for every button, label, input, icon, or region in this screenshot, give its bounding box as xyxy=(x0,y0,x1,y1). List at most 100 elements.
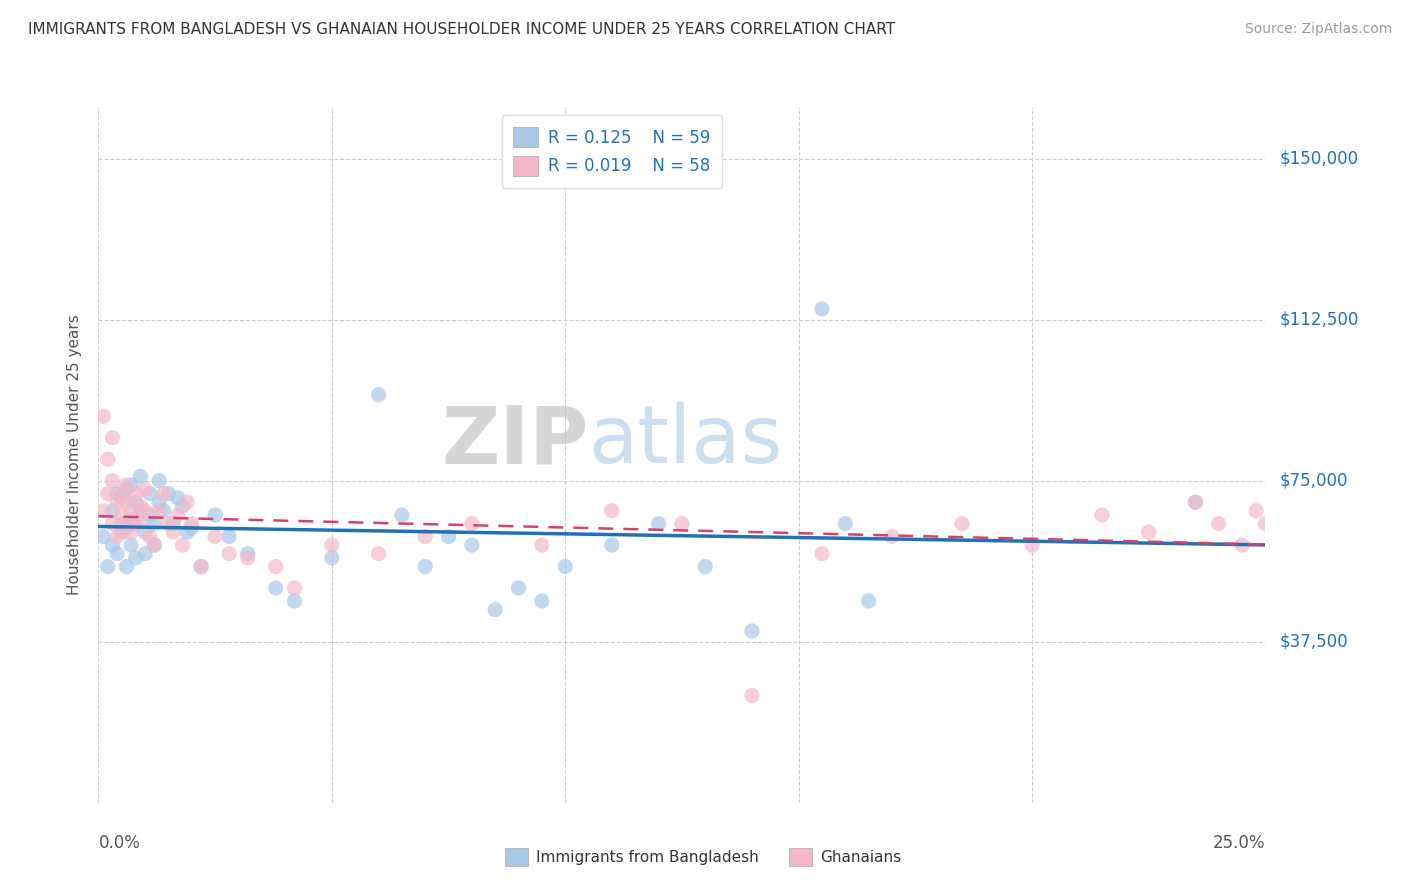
Text: IMMIGRANTS FROM BANGLADESH VS GHANAIAN HOUSEHOLDER INCOME UNDER 25 YEARS CORRELA: IMMIGRANTS FROM BANGLADESH VS GHANAIAN H… xyxy=(28,22,896,37)
Point xyxy=(97,486,120,500)
Point xyxy=(152,486,174,500)
Point xyxy=(134,483,156,497)
Point xyxy=(115,495,138,509)
Point xyxy=(105,486,128,500)
Point xyxy=(143,538,166,552)
Point xyxy=(120,538,142,552)
Point xyxy=(1244,504,1267,518)
Point xyxy=(101,474,124,488)
Point xyxy=(129,516,152,531)
Point xyxy=(120,504,142,518)
Point xyxy=(115,559,138,574)
Point xyxy=(139,508,162,522)
Point xyxy=(120,512,142,526)
Point xyxy=(283,581,305,595)
Point xyxy=(162,525,184,540)
Point xyxy=(554,559,576,574)
Point xyxy=(811,301,834,316)
Point xyxy=(134,504,156,518)
Point xyxy=(834,516,856,531)
Point xyxy=(671,516,693,531)
Point xyxy=(530,594,553,608)
Point xyxy=(152,504,174,518)
Point xyxy=(180,521,202,535)
Text: 25.0%: 25.0% xyxy=(1213,834,1265,852)
Point xyxy=(204,508,226,522)
Point xyxy=(91,504,114,518)
Text: atlas: atlas xyxy=(589,402,783,480)
Point xyxy=(367,388,389,402)
Point xyxy=(166,508,188,522)
Point xyxy=(218,547,240,561)
Text: $112,500: $112,500 xyxy=(1279,310,1358,328)
Point xyxy=(264,559,287,574)
Point xyxy=(484,602,506,616)
Point xyxy=(111,516,134,531)
Point xyxy=(437,529,460,543)
Point xyxy=(176,525,198,540)
Point xyxy=(143,516,166,531)
Point xyxy=(1021,538,1043,552)
Point xyxy=(236,547,259,561)
Point xyxy=(148,504,170,518)
Point xyxy=(125,512,148,526)
Point xyxy=(880,529,903,543)
Point xyxy=(600,504,623,518)
Point xyxy=(741,624,763,638)
Point xyxy=(105,495,128,509)
Point xyxy=(600,538,623,552)
Point xyxy=(180,516,202,531)
Point xyxy=(172,538,194,552)
Y-axis label: Householder Income Under 25 years: Householder Income Under 25 years xyxy=(67,315,83,595)
Point xyxy=(125,486,148,500)
Point xyxy=(101,538,124,552)
Point xyxy=(321,551,343,566)
Legend: Immigrants from Bangladesh, Ghanaians: Immigrants from Bangladesh, Ghanaians xyxy=(496,838,910,875)
Point xyxy=(647,516,669,531)
Point xyxy=(530,538,553,552)
Point xyxy=(101,431,124,445)
Point xyxy=(97,559,120,574)
Point xyxy=(811,547,834,561)
Point xyxy=(236,551,259,566)
Point xyxy=(115,521,138,535)
Point xyxy=(162,516,184,531)
Point xyxy=(97,452,120,467)
Point xyxy=(858,594,880,608)
Point xyxy=(1137,525,1160,540)
Point xyxy=(1208,516,1230,531)
Point xyxy=(204,529,226,543)
Text: $75,000: $75,000 xyxy=(1279,472,1348,490)
Point xyxy=(264,581,287,595)
Point xyxy=(218,529,240,543)
Point xyxy=(143,538,166,552)
Point xyxy=(176,495,198,509)
Legend: R = 0.125    N = 59, R = 0.019    N = 58: R = 0.125 N = 59, R = 0.019 N = 58 xyxy=(502,115,723,187)
Point xyxy=(413,529,436,543)
Point xyxy=(172,500,194,514)
Point xyxy=(111,525,134,540)
Point xyxy=(741,689,763,703)
Point xyxy=(120,525,142,540)
Point xyxy=(129,469,152,483)
Point xyxy=(461,538,484,552)
Point xyxy=(391,508,413,522)
Point xyxy=(1091,508,1114,522)
Point xyxy=(461,516,484,531)
Point xyxy=(508,581,530,595)
Point xyxy=(695,559,717,574)
Point xyxy=(101,504,124,518)
Point xyxy=(115,478,138,492)
Point xyxy=(413,559,436,574)
Point xyxy=(1254,516,1277,531)
Point xyxy=(166,491,188,505)
Point xyxy=(134,525,156,540)
Point xyxy=(190,559,212,574)
Point xyxy=(1230,538,1253,552)
Text: ZIP: ZIP xyxy=(441,402,589,480)
Point xyxy=(1184,495,1206,509)
Point xyxy=(115,516,138,531)
Point xyxy=(125,551,148,566)
Point xyxy=(139,486,162,500)
Point xyxy=(139,529,162,543)
